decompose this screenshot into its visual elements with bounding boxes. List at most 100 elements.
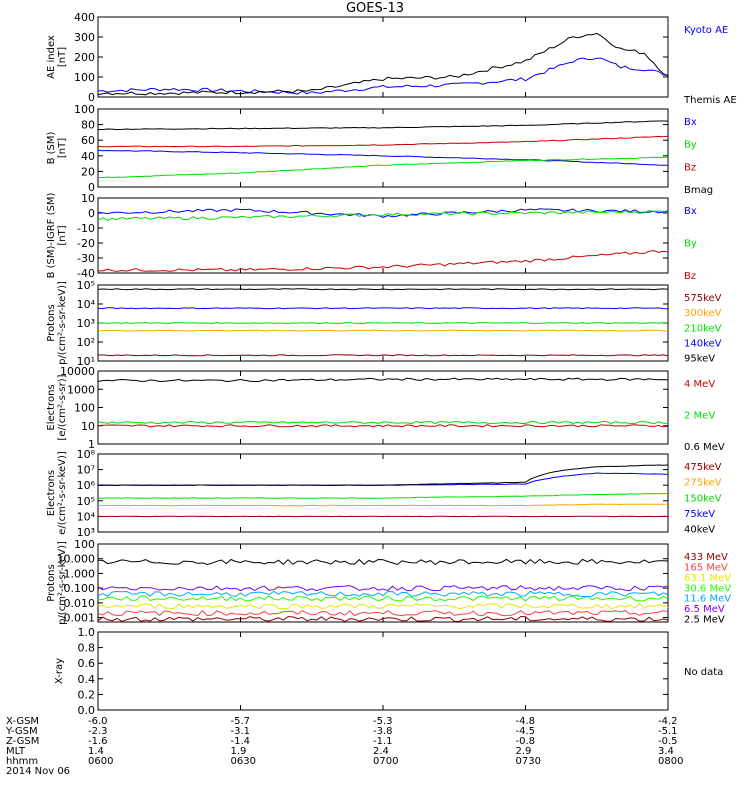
footer-value: 1.4 xyxy=(88,746,104,757)
y-axis-label: B (SM)-IGRF (SM)[nT] xyxy=(46,193,68,279)
footer-row-label: X-GSM xyxy=(6,716,40,727)
footer-value: -4.5 xyxy=(515,726,536,737)
footer-value: -4.2 xyxy=(658,716,678,727)
legend-label: 433 MeV xyxy=(684,552,728,563)
series-line-150keV xyxy=(97,493,668,499)
legend-label: 4 MeV xyxy=(684,379,715,390)
legend-label: 30.6 MeV xyxy=(684,583,731,594)
legend-label: 140keV xyxy=(684,339,722,350)
series-line-Bz xyxy=(97,135,669,148)
y-tick-label: 0.6 xyxy=(78,657,96,670)
footer-value: -3.8 xyxy=(373,726,393,737)
legend-label: 40keV xyxy=(684,525,715,536)
panel-4: 10¹ 10² 10³ 10⁴ 10⁵ Protonsp/(cm²-s-sr-keV)] 5… xyxy=(46,279,722,368)
y-tick-label: 10 xyxy=(81,192,95,205)
legend-label: 2 MeV xyxy=(684,411,715,422)
footer-value: 0800 xyxy=(658,756,684,767)
legend-label: 150keV xyxy=(684,493,722,504)
footer-value: 0630 xyxy=(230,756,256,767)
y-tick-label: 0.0 xyxy=(78,704,96,717)
series-line-By xyxy=(97,210,669,221)
series-line-Themis-AE xyxy=(97,32,669,96)
series-line-75keV xyxy=(98,472,669,486)
y-axis-label: B (SM)[nT] xyxy=(46,131,68,164)
panel-frame xyxy=(97,631,669,711)
y-tick-label: 10⁵ xyxy=(77,495,95,508)
footer-value: -4.8 xyxy=(515,716,536,727)
y-tick-label: 10.000 xyxy=(57,553,96,566)
y-axis-label: Protonsp/(cm²-s-sr-keV)] xyxy=(46,281,68,365)
series-line-11.6-MeV xyxy=(97,590,669,597)
legend-label: 575keV xyxy=(684,293,722,304)
series-line-165-MeV xyxy=(97,609,669,617)
y-tick-label: 10⁶ xyxy=(77,479,96,492)
series-line-Kyoto-AE xyxy=(97,57,669,95)
y-axis-label: AE index[nT] xyxy=(46,35,68,79)
legend-label: 275keV xyxy=(684,478,722,489)
footer-value: -1.1 xyxy=(373,736,393,747)
legend-label: 95keV xyxy=(684,354,715,365)
panel-frame xyxy=(97,543,669,623)
legend-label: Kyoto AE xyxy=(684,25,728,36)
y-tick-label: 0 xyxy=(88,181,95,194)
series-line-140keV xyxy=(97,307,669,310)
series-line-275keV xyxy=(97,503,669,507)
series-line-300keV xyxy=(97,329,669,332)
series-line-0.6-MeV xyxy=(97,377,669,383)
footer-value: -1.4 xyxy=(230,736,251,747)
y-tick-label: 10⁴ xyxy=(77,510,96,523)
legend-label: Bz xyxy=(684,271,696,282)
panel-2: 0 20 40 60 80 100 B (SM)[nT] Bx By Bz Bmag xyxy=(46,103,713,196)
footer-row-label: hhmm xyxy=(6,756,39,767)
footer-value: 0730 xyxy=(515,756,541,767)
y-tick-label: 0.100 xyxy=(64,582,96,595)
series-line-433-MeV xyxy=(97,615,669,623)
footer-row-label: Z-GSM xyxy=(6,736,40,747)
panel-1: 0 100 200 300 400 AE index[nT] Kyoto AE Themis … xyxy=(46,11,737,106)
y-tick-label: 0.2 xyxy=(78,688,96,701)
series-line-Bmag xyxy=(98,120,669,131)
y-tick-label: 0.8 xyxy=(78,642,96,655)
y-tick-label: 0.4 xyxy=(78,673,96,686)
y-tick-label: 1.0 xyxy=(78,626,96,639)
legend-label: 300keV xyxy=(684,308,722,319)
series-line-By xyxy=(97,156,668,179)
plot-title: GOES-13 xyxy=(345,1,404,16)
y-tick-label: 1 xyxy=(88,438,95,451)
y-axis-label: X-ray xyxy=(54,658,65,684)
series-line-210keV xyxy=(98,321,669,325)
footer-value: -2.3 xyxy=(88,726,108,737)
footer-value: 2.9 xyxy=(515,746,532,757)
series-line-2.5-MeV xyxy=(97,558,669,566)
y-tick-label: 10⁷ xyxy=(77,464,95,477)
legend-label: 0.6 MeV xyxy=(684,442,725,453)
y-tick-label: -30 xyxy=(77,252,95,265)
y-tick-label: -10 xyxy=(77,222,95,235)
footer-value: 3.4 xyxy=(658,746,674,757)
y-tick-label: 0.010 xyxy=(64,597,96,610)
panel-8: 0.0 0.2 0.4 0.6 0.8 1.0 X-ray No data xyxy=(54,626,723,717)
no-data-label: No data xyxy=(684,667,723,678)
footer-value: -1.6 xyxy=(88,736,108,747)
footer-row-label: Y-GSM xyxy=(6,726,38,737)
panel-3: -40 -30 -20 -10 0 10 B (SM)-IGRF (SM)[nT] Bx By B… xyxy=(46,192,697,282)
panel-frame xyxy=(97,370,669,445)
y-tick-label: 20 xyxy=(81,165,95,178)
legend-label: 165 MeV xyxy=(684,562,728,573)
series-line-95keV xyxy=(97,288,669,291)
series-line-2-MeV xyxy=(97,420,669,425)
y-tick-label: 0 xyxy=(88,91,95,104)
legend-label: 210keV xyxy=(684,323,722,334)
y-tick-label: 10 xyxy=(81,420,95,433)
footer-value: -0.8 xyxy=(515,736,536,747)
y-axis-label: Protonsp/(cm²-s-sr-keV)] xyxy=(46,541,68,625)
footer-value: 2.4 xyxy=(373,746,389,757)
y-tick-label: 60 xyxy=(81,134,95,147)
y-tick-label: 10000 xyxy=(60,365,95,378)
footer-value: -5.7 xyxy=(230,716,251,727)
legend-label: By xyxy=(684,239,697,250)
date-label: 2014 Nov 06 xyxy=(6,766,71,777)
footer-value: 1.9 xyxy=(230,746,247,757)
